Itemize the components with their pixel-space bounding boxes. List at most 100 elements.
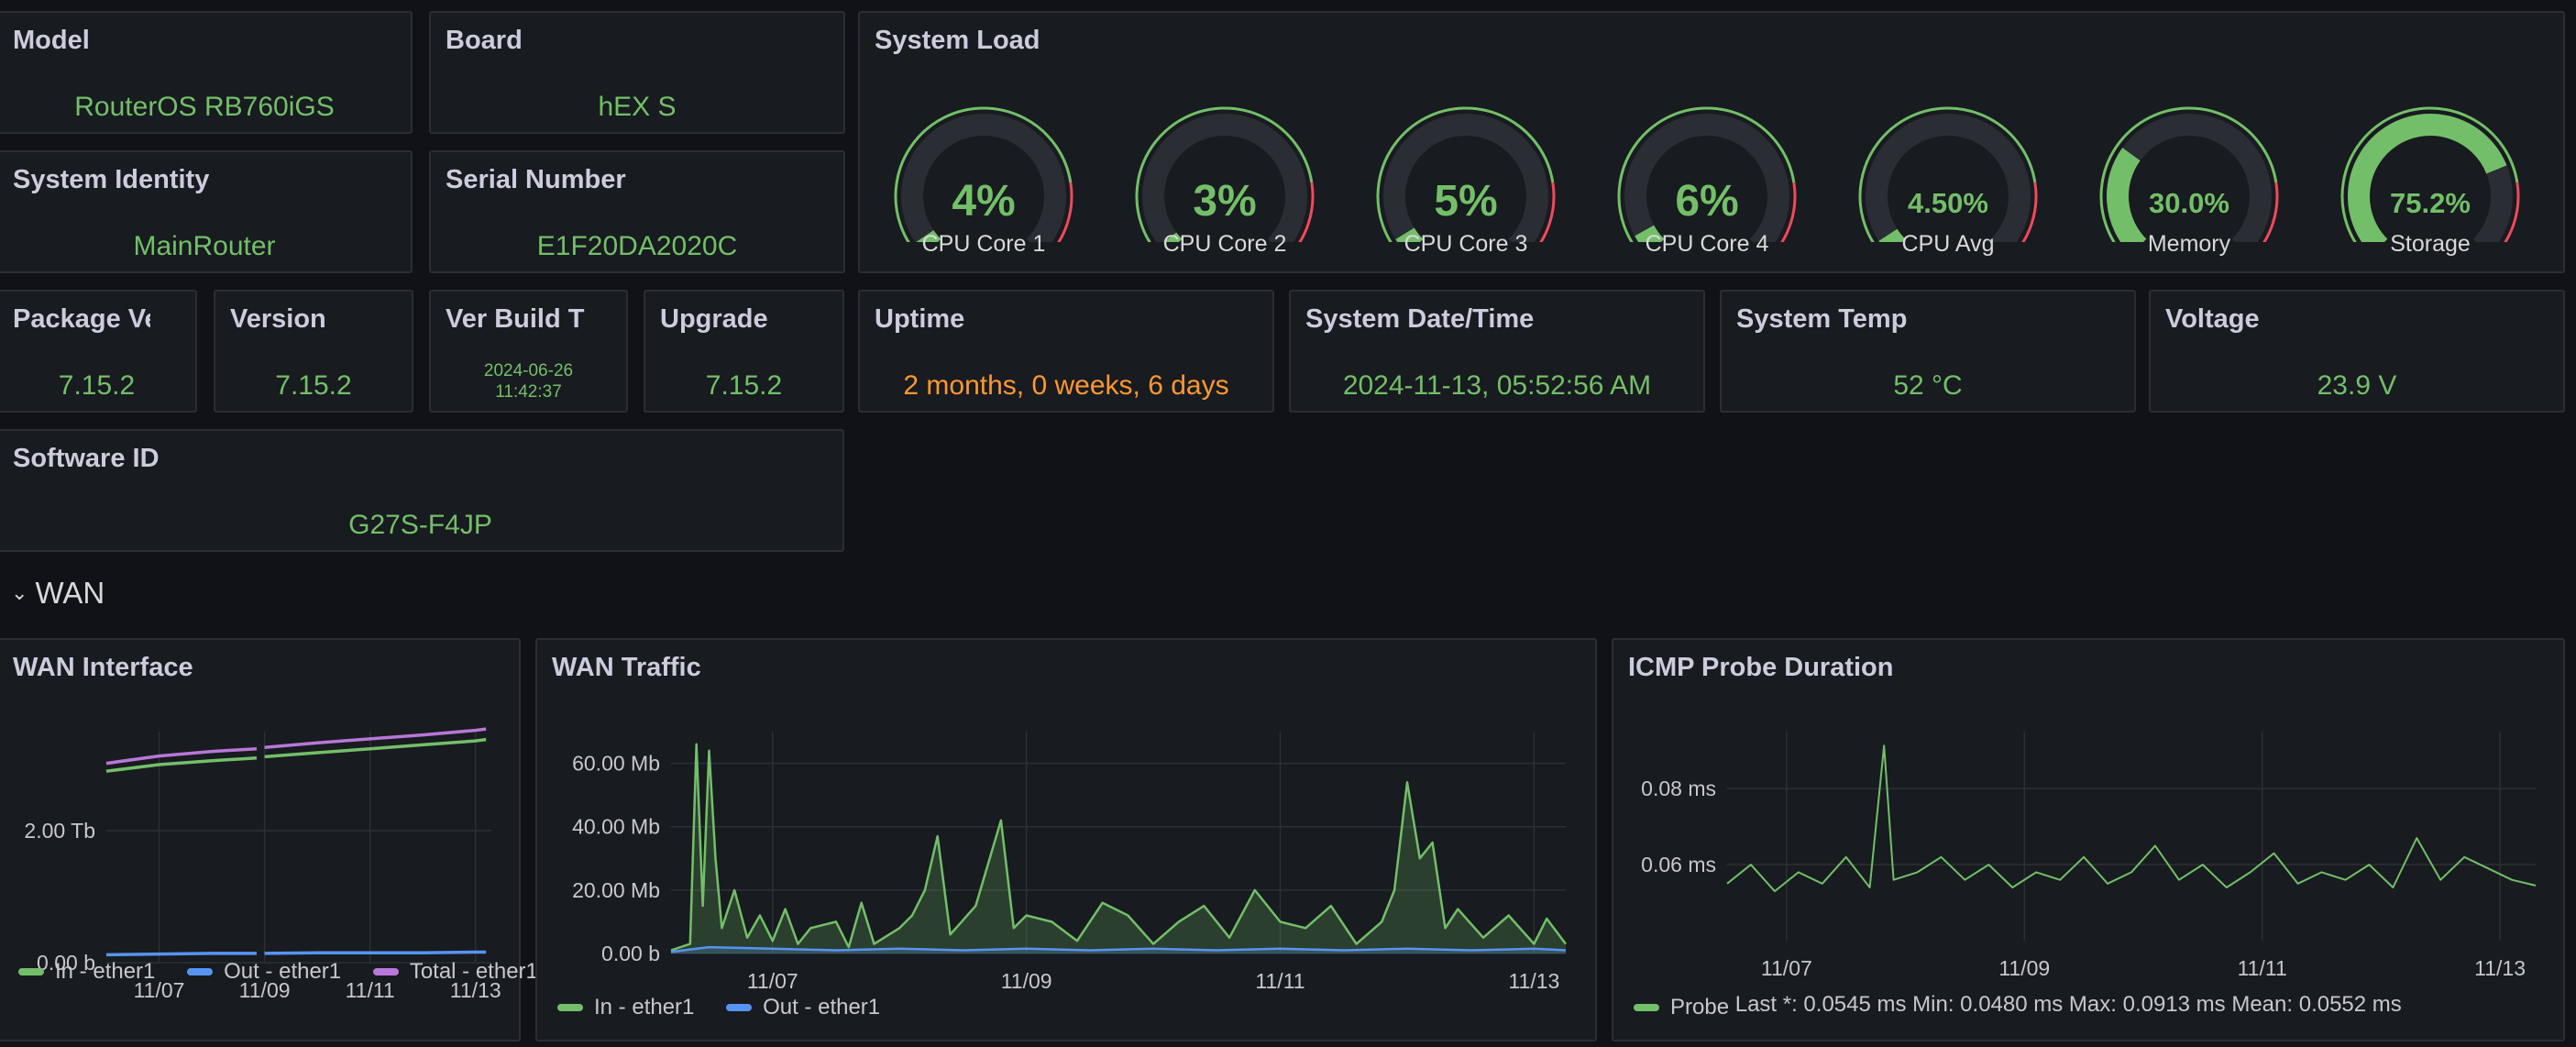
legend-item-in[interactable]: In - ether1 (557, 995, 694, 1020)
gauge-arc (2340, 106, 2520, 242)
gauge-value: 4.50% (1908, 187, 1988, 219)
legend-item-in[interactable]: In - ether1 (18, 951, 155, 993)
icmp-stat-last: Last *: 0.0545 ms (1734, 992, 1907, 1017)
wan-interface-legend: In - ether1 Out - ether1 Total - ether1 (18, 948, 538, 993)
icmp-panel: ICMP Probe Duration 0.06 ms 0.08 ms 11/07 1… (1612, 638, 2565, 1041)
gauge-threshold-ok (894, 106, 1073, 242)
package-value: 7.15.2 (58, 370, 136, 401)
series-line-in---ether1 (670, 743, 1567, 952)
wan-traffic-title: WAN Traffic (552, 653, 701, 682)
gauge-label: CPU Core 4 (1645, 231, 1769, 257)
y-tick-label: 0.06 ms (1641, 853, 1716, 876)
gauge-threshold-warn (1780, 182, 1797, 242)
gauge-arc (894, 106, 1073, 242)
gauge-threshold-warn (1298, 182, 1315, 242)
datetime-title: System Date/Time (1305, 304, 1535, 334)
gauge-threshold-warn (2262, 182, 2279, 242)
board-panel: Board hEX S (429, 11, 845, 134)
wan-row-header[interactable]: ⌄ WAN (11, 576, 105, 611)
gauge-arc (1135, 106, 1315, 242)
x-tick-label: 11/13 (2474, 956, 2526, 980)
serial-title: Serial Number (446, 165, 626, 194)
wan-interface-panel: WAN Interface 0.00 b 2.00 Tb 11/07 11/09 11/… (0, 638, 538, 1041)
upgrade-panel: Upgrade 7.15.2 (644, 290, 844, 413)
legend-swatch (18, 968, 44, 975)
gauge-value: 30.0% (2149, 187, 2229, 219)
model-panel: Model RouterOS RB760iGS (0, 11, 413, 134)
series-line-in---ether1 (264, 737, 487, 759)
gauge-label: Storage (2390, 231, 2471, 257)
wan-interface-chart[interactable]: 0.00 b 2.00 Tb 11/07 11/09 11/11 11/13 (0, 704, 512, 1016)
x-tick-label: 11/11 (2238, 956, 2287, 980)
temp-title: System Temp (1736, 304, 1908, 334)
gauge-threshold-ok (2340, 106, 2519, 242)
y-tick-label: 0.08 ms (1641, 777, 1716, 800)
series-line-out---ether1 (670, 945, 1567, 953)
model-value: RouterOS RB760iGS (74, 92, 335, 122)
gauge-threshold-warn (1539, 182, 1556, 242)
gauge-cpu-core-1: 4% CPU Core 1 (887, 95, 1107, 270)
serial-panel: Serial Number E1F20DA2020C (429, 150, 845, 273)
icmp-legend: Probe Last *: 0.0545 ms Min: 0.0480 ms M… (1634, 992, 2402, 1020)
chevron-down-icon[interactable]: ⌄ (11, 581, 28, 604)
legend-item-out[interactable]: Out - ether1 (726, 995, 880, 1020)
legend-item-total[interactable]: Total - ether1 (372, 951, 538, 993)
x-tick-label: 11/09 (1001, 969, 1052, 993)
system-load-title: System Load (875, 26, 1040, 55)
board-value: hEX S (598, 92, 677, 122)
temp-value: 52 °C (1893, 370, 1963, 401)
legend-swatch (557, 1004, 583, 1011)
legend-swatch (1634, 1004, 1659, 1011)
y-tick-label: 0.00 b (601, 942, 660, 965)
serial-value: E1F20DA2020C (536, 231, 738, 261)
package-title: Package Ve (13, 304, 150, 334)
gauge-value-arc (1878, 228, 1906, 242)
wan-interface-title: WAN Interface (13, 653, 193, 682)
gauge-threshold-warn (1057, 182, 1073, 242)
x-tick-label: 11/13 (450, 978, 501, 1002)
gauge-label: CPU Avg (1901, 231, 1995, 257)
board-title: Board (446, 26, 523, 55)
build-time: 11:42:37 (495, 382, 562, 402)
icmp-title: ICMP Probe Duration (1628, 653, 1894, 682)
voltage-value: 23.9 V (2317, 370, 2397, 401)
gauge-value-arc (2107, 148, 2147, 242)
datetime-value: 2024-11-13, 05:52:56 AM (1342, 370, 1652, 401)
gauge-value: 5% (1434, 177, 1498, 226)
software-title: Software ID (13, 444, 160, 473)
gauge-cpu-core-4: 6% CPU Core 4 (1611, 95, 1831, 270)
legend-item-probe[interactable]: Probe (1634, 995, 1729, 1020)
voltage-title: Voltage (2165, 304, 2260, 334)
gauge-value: 6% (1675, 177, 1739, 226)
series-area-in---ether1 (671, 744, 1566, 953)
x-tick-label: 11/09 (1998, 956, 2050, 980)
gauge-arc (1617, 106, 1797, 242)
identity-title: System Identity (13, 165, 210, 194)
datetime-panel: System Date/Time 2024-11-13, 05:52:56 AM (1289, 290, 1705, 413)
gauge-threshold-ok (1376, 106, 1555, 242)
gauge-value: 75.2% (2390, 187, 2471, 219)
legend-item-out[interactable]: Out - ether1 (187, 951, 341, 993)
gauge-label: Memory (2147, 231, 2231, 257)
gauge-row: 4% CPU Core 1 3% CPU Core 2 5% CPU Core 3 6% CP… (887, 95, 2536, 270)
x-tick-label: 11/07 (747, 969, 798, 993)
gauge-track (1142, 114, 1307, 242)
gauge-value-arc (916, 229, 941, 242)
gauge-track (1624, 114, 1789, 242)
series-line-probe (1726, 744, 2537, 893)
x-tick-label: 11/11 (1255, 969, 1305, 993)
wan-traffic-panel: WAN Traffic 0.00 b 20.00 Mb 40.00 Mb 60.00 … (535, 638, 1597, 1041)
version-title: Version (230, 304, 326, 334)
build-date: 2024-06-26 (483, 361, 574, 380)
gauge-label: CPU Core 3 (1404, 231, 1528, 257)
gauge-track (1866, 114, 2031, 242)
gauge-track (2107, 114, 2272, 242)
gauge-track (901, 114, 1066, 242)
uptime-panel: Uptime 2 months, 0 weeks, 6 days (858, 290, 1274, 413)
wan-traffic-chart[interactable]: 0.00 b 20.00 Mb 40.00 Mb 60.00 Mb 11/07 11/09… (537, 704, 1591, 1007)
identity-value: MainRouter (133, 231, 276, 261)
icmp-stat-max: Max: 0.0913 ms (2068, 992, 2226, 1017)
gauge-threshold-warn (2504, 182, 2520, 242)
icmp-chart[interactable]: 0.06 ms 0.08 ms 11/07 11/09 11/11 11/13 (1613, 704, 2558, 1007)
legend-swatch (372, 968, 399, 975)
